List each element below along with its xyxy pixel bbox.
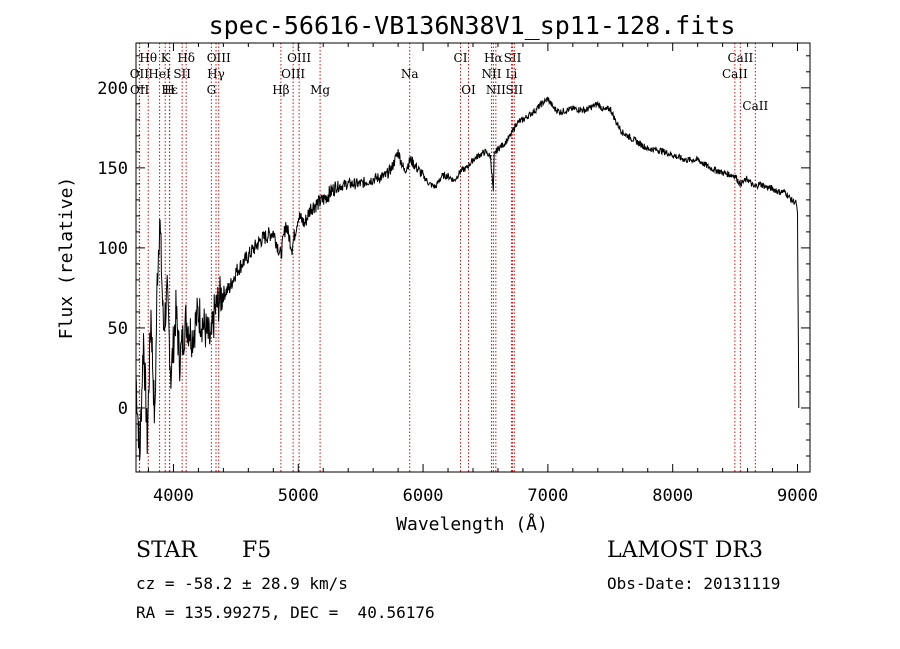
y-tick-label: 100 xyxy=(97,239,128,259)
line-label: K xyxy=(161,51,171,65)
line-label: OII xyxy=(130,83,150,97)
line-label: G xyxy=(207,83,217,97)
survey-release: LAMOST DR3 xyxy=(607,538,763,563)
line-label: Na xyxy=(401,67,419,81)
spectrum-series-line xyxy=(135,96,800,461)
line-label: HeI xyxy=(148,67,171,81)
line-label: CI xyxy=(454,51,468,65)
line-label: CaII xyxy=(722,67,748,81)
y-tick-label: 0 xyxy=(118,399,128,419)
line-label: H xyxy=(164,83,174,97)
line-label: CaII xyxy=(727,51,753,65)
line-label: OI xyxy=(461,83,476,97)
y-axis-label: Flux (relative) xyxy=(56,177,77,340)
line-label: Li xyxy=(506,67,518,81)
y-tick-label: 150 xyxy=(97,159,128,179)
line-label: Hβ xyxy=(272,83,289,97)
ticks-layer: 4000 5000 6000 7000 8000 9000 0 50 100 150 200 xyxy=(97,43,818,506)
chart-title: spec-56616-VB136N38V1_sp11-128.fits xyxy=(209,11,736,40)
line-label: SII xyxy=(504,51,522,65)
line-label: OIII xyxy=(207,51,231,65)
line-label: NII xyxy=(481,67,501,81)
line-label: CaII xyxy=(742,99,768,113)
redshift-readout: cz = -58.2 ± 28.9 km/s xyxy=(136,574,348,593)
plot-frame xyxy=(135,42,811,473)
line-label: Mg xyxy=(310,83,330,97)
line-label: OIII xyxy=(281,67,305,81)
line-label: NII xyxy=(486,83,506,97)
line-label: OIII xyxy=(287,51,311,65)
line-label: Hθ xyxy=(139,51,157,65)
x-axis-label: Wavelength (Å) xyxy=(396,513,548,535)
x-tick-label: 9000 xyxy=(777,486,818,506)
object-class: STAR xyxy=(136,538,197,563)
line-label: Hδ xyxy=(177,51,195,65)
plot-layer xyxy=(135,96,800,461)
spectral-subclass: F5 xyxy=(242,538,272,563)
x-tick-label: 4000 xyxy=(153,486,194,506)
line-label: Hα xyxy=(484,51,503,65)
x-tick-label: 6000 xyxy=(403,486,444,506)
line-label: Hγ xyxy=(207,67,225,81)
x-tick-label: 5000 xyxy=(278,486,319,506)
x-tick-label: 8000 xyxy=(652,486,693,506)
observation-date: Obs-Date: 20131119 xyxy=(607,574,781,593)
line-label: SII xyxy=(505,83,523,97)
line-label: OII xyxy=(130,67,150,81)
y-tick-label: 200 xyxy=(97,79,128,99)
x-tick-label: 7000 xyxy=(527,486,568,506)
line-label: SII xyxy=(173,67,191,81)
coordinates-readout: RA = 135.99275, DEC = 40.56176 xyxy=(136,603,435,622)
y-tick-label: 50 xyxy=(108,319,128,339)
